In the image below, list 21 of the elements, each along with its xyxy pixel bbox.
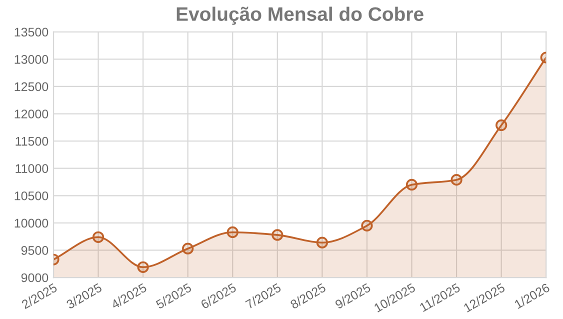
point	[226, 226, 238, 238]
y-tick-label: 12000	[14, 110, 48, 118]
y-tick-label: 13500	[14, 28, 48, 37]
y-tick-label: 12500	[14, 82, 48, 92]
point	[316, 236, 328, 248]
point	[272, 229, 284, 241]
point	[361, 220, 373, 232]
y-tick-label: 11500	[16, 136, 48, 146]
point	[137, 261, 149, 273]
y-tick-label: 10000	[14, 218, 48, 228]
point	[406, 178, 418, 191]
point	[496, 119, 508, 132]
y-tick-label: 9500	[21, 246, 48, 255]
chart-title: Evolução Mensal do Cobre	[176, 6, 424, 25]
y-tick-label: 9000	[21, 273, 48, 282]
point	[92, 231, 104, 243]
y-tick-label: 13000	[14, 54, 48, 64]
y-tick-label: 11000	[16, 164, 48, 174]
point	[182, 242, 194, 254]
y-tick-label: 10500	[14, 191, 48, 200]
point	[450, 174, 462, 186]
